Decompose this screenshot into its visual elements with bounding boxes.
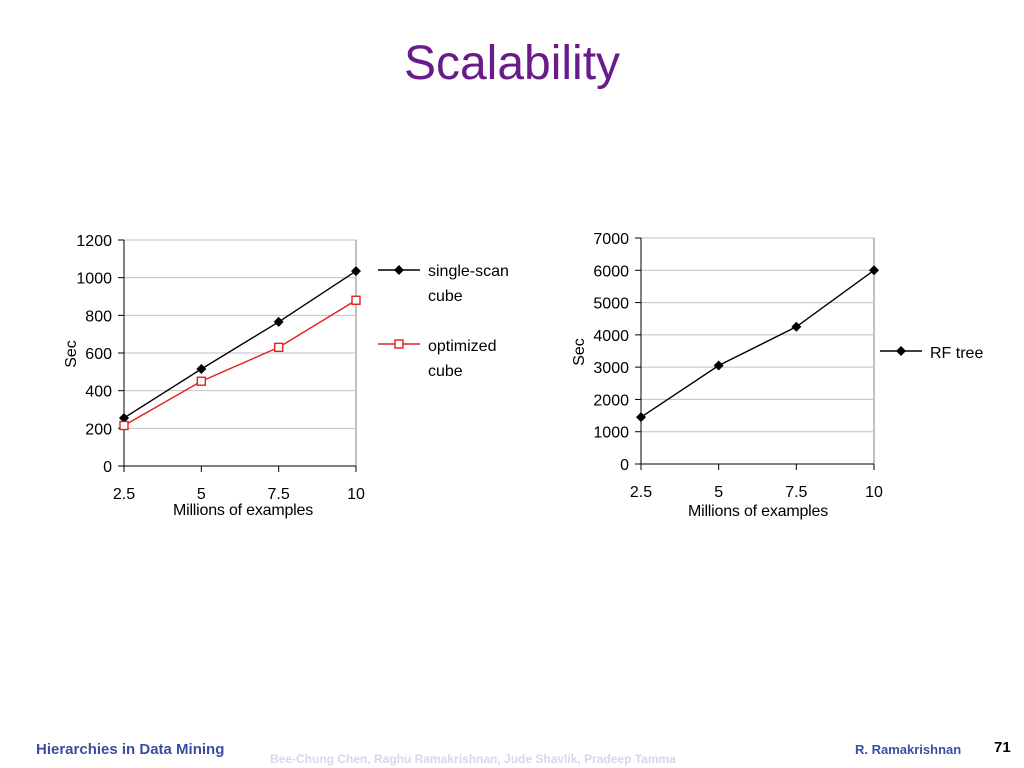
series-line: [123, 270, 357, 419]
y-tick-label: 400: [85, 384, 112, 401]
footer-presenter: R. Ramakrishnan: [855, 742, 962, 757]
x-axis-title: Millions of examples: [173, 502, 313, 519]
x-tick-label: 10: [865, 484, 883, 501]
data-point: [636, 412, 646, 423]
legend-marker: [394, 339, 404, 349]
x-tick-label: 10: [347, 486, 365, 503]
data-point: [273, 342, 284, 353]
chart-cube-scalability: 0 200 400 600 800 1000 1200 2.5 5 7.5 10 Millions o…: [63, 233, 509, 519]
data-point: [869, 265, 879, 276]
legend-label: cube: [428, 363, 463, 380]
y-tick-label: 5000: [593, 296, 629, 313]
chart-rf-tree-scalability: 0 1000 2000 3000 4000 5000 6000 7000 2.5 5 7.5 10 Mi…: [571, 231, 983, 520]
series-line: [123, 299, 357, 427]
legend-marker: [896, 346, 906, 356]
plot-frame: [640, 237, 875, 465]
y-tick-label: 1000: [593, 425, 629, 442]
y-tick-label: 2000: [593, 392, 629, 409]
y-tick-label: 1000: [76, 271, 112, 288]
legend-label: single-scan: [428, 263, 509, 280]
footer-authors: Bee-Chung Chen, Raghu Ramakrishnan, Jude…: [270, 752, 676, 766]
data-point: [713, 360, 724, 371]
slide-title: Scalability: [403, 37, 621, 90]
data-point: [351, 266, 361, 277]
y-tick-label: 200: [85, 421, 112, 438]
x-axis-title: Millions of examples: [688, 503, 828, 520]
y-tick-label: 4000: [593, 328, 629, 345]
data-point: [196, 376, 207, 386]
y-tick-label: 3000: [593, 360, 629, 377]
y-tick-label: 0: [620, 457, 629, 474]
legend-label: RF tree: [930, 345, 983, 362]
legend-marker: [394, 265, 404, 275]
y-tick-label: 800: [85, 308, 112, 325]
page-number: 71: [994, 739, 1011, 756]
y-tick-label: 6000: [593, 263, 629, 280]
x-tick-label: 5: [197, 486, 206, 503]
data-point: [791, 321, 802, 332]
y-tick-label: 0: [103, 459, 112, 476]
x-tick-label: 7.5: [268, 486, 290, 503]
y-tick-label: 1200: [76, 233, 112, 250]
x-tick-label: 7.5: [785, 484, 807, 501]
data-point: [119, 420, 129, 431]
series-line: [640, 269, 875, 418]
data-point: [351, 295, 361, 305]
legend-label: cube: [428, 288, 463, 305]
data-point: [196, 364, 207, 375]
legend-label: optimized: [428, 338, 496, 355]
footer-course-title: Hierarchies in Data Mining: [36, 741, 225, 758]
x-tick-label: 2.5: [113, 486, 135, 503]
y-axis-title: Sec: [571, 338, 588, 366]
y-tick-label: 7000: [593, 231, 629, 248]
x-tick-label: 5: [714, 484, 723, 501]
x-tick-label: 2.5: [630, 484, 652, 501]
data-point: [119, 412, 129, 423]
y-tick-label: 600: [85, 346, 112, 363]
y-axis-title: Sec: [63, 340, 80, 368]
data-point: [273, 316, 284, 327]
